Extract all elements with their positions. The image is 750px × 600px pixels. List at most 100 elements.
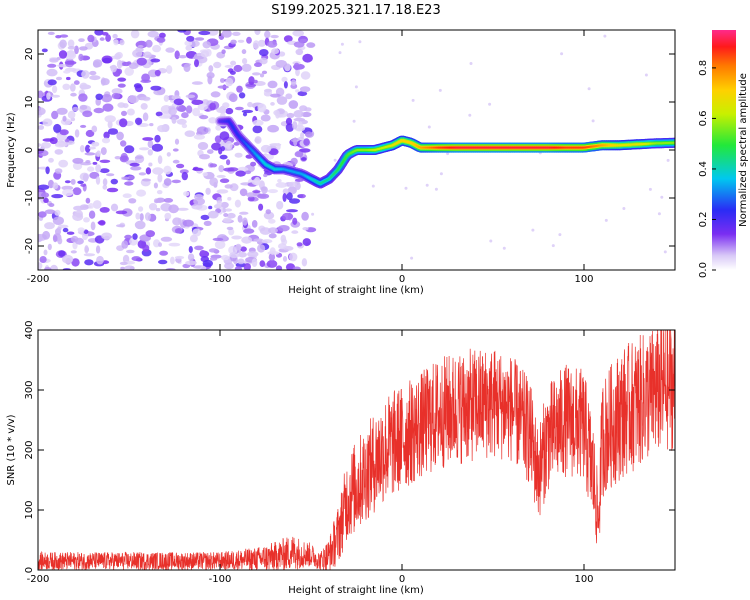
spectrogram-noise-cell [257,103,267,113]
spectrogram-noise-cell [663,250,667,254]
spectrogram-noise-cell [50,264,58,270]
spectrogram-noise-cell [264,88,272,93]
spectrogram-noise-cell [603,34,607,38]
spectrogram-noise-cell [128,198,137,204]
spectrogram-noise-cell [263,173,268,178]
spectrogram-noise-cell [119,118,128,128]
spectrogram-noise-cell [285,93,293,100]
spectrogram-noise-cell [79,46,88,51]
spectrogram-noise-cell [254,62,262,67]
spectrogram-noise-cell [101,137,111,144]
spectrogram-noise-cell [102,178,108,186]
spectrogram-noise-cell [214,240,226,250]
spectrogram-noise-cell [89,70,97,76]
spectrogram-noise-cell [87,166,95,172]
spectrogram-noise-cell [74,129,80,138]
spectrogram-noise-cell [99,168,110,174]
spectrogram-noise-cell [96,255,104,265]
spectrogram-noise-cell [106,187,119,193]
colorbar-tick-label: 0.6 [698,110,709,126]
spectrogram-noise-cell [56,107,68,115]
spectrogram-noise-cell [155,207,161,212]
spectrogram-noise-cell [91,141,100,147]
y-tick-label: 10 [24,96,35,109]
spectrogram-noise-cell [226,159,231,166]
spectrogram-noise-cell [223,167,235,172]
spectrogram-noise-cell [124,265,135,270]
spectrogram-noise-cell [121,240,129,249]
y-tick-label: 300 [24,380,35,399]
spectrogram-noise-cell [183,63,191,72]
spectrogram-noise-cell [137,45,144,48]
spectrogram-noise-cell [102,184,108,190]
spectrogram-noise-cell [145,167,152,175]
spectrogram-noise-cell [58,159,69,168]
spectrogram-noise-cell [177,105,187,112]
spectrogram-noise-cell [163,178,172,186]
spectrogram-noise-cell [302,227,309,231]
spectrogram-noise-cell [119,155,129,163]
spectrogram-noise-cell [141,73,151,82]
spectrogram-noise-cell [117,102,126,108]
spectrogram-noise-cell [252,125,263,134]
spectrogram-noise-cell [73,205,84,211]
spectrogram-noise-cell [178,55,187,59]
spectrogram-noise-cell [293,62,300,71]
snr-x-axis: -200 -100 0 100 [27,330,594,585]
spectrogram-noise-cell [604,218,608,222]
spectrogram-noise-cell [259,73,265,78]
spectrogram-noise-cell [159,32,166,39]
spectrogram-noise-cell [88,146,96,150]
spectrogram-noise-cell [42,230,51,240]
spectrogram-noise-cell [270,93,281,98]
spectrogram-noise-cell [289,252,298,262]
spectrogram-noise-cell [240,246,247,252]
spectrogram-noise-cell [94,30,104,36]
spectrogram-noise-cell [292,121,298,130]
spectrogram-noise-cell [62,83,71,91]
spectrogram-noise-cell [72,161,83,170]
spectrogram-noise-cell [210,91,221,98]
spectrogram-noise-cell [199,154,210,160]
spectrogram-noise-cell [116,59,123,69]
spectrogram-noise-cell [236,85,243,93]
spectrogram-noise-cell [200,50,210,58]
spectrogram-noise-cell [411,98,415,102]
colorbar-tick-label: 0.2 [698,212,709,228]
spectrogram-noise-cell [181,112,189,119]
spectrogram-noise-cell [185,45,193,51]
spectrogram-noise-cell [131,256,142,262]
spectrogram-noise-cell [59,39,67,49]
spectrogram-noise-cell [168,242,181,247]
colorbar: 0.0 0.2 0.4 0.6 0.8 Normalized spectral ampl… [698,30,749,278]
spectrogram-noise-cell [278,51,286,57]
spectrogram-noise-cell [192,228,202,237]
spectrogram-noise-cell [266,259,278,268]
spectrogram-noise-cell [67,110,76,119]
spectrogram-noise-cell [144,212,151,221]
spectrogram-noise-cell [110,178,119,185]
spectrogram-noise-cell [439,172,443,176]
spectrogram-noise-cell [194,37,205,41]
spectrogram-noise-cell [268,218,276,224]
spectrogram-noise-cell [163,198,174,203]
spectrogram-noise-cell [52,182,59,190]
spectrogram-noise-cell [142,137,154,141]
spectrogram-noise-cell [157,155,163,165]
spectrogram-noise-cell [87,34,95,43]
spectrogram-noise-cell [88,210,96,219]
x-tick-label: -100 [209,574,232,585]
spectrogram-noise-cell [225,107,234,115]
spectrogram-noise-cell [259,227,271,235]
spectrogram-noise-cell [58,50,68,59]
spectrogram-noise-cell [124,67,134,76]
spectrogram-noise-cell [64,138,70,143]
snr-panel: -200 -100 0 100 0 100 200 300 400 Height of str… [6,320,676,596]
spectrogram-noise-cell [115,210,128,215]
spectrogram-noise-cell [229,252,240,259]
spectrogram-noise-cell [260,114,271,122]
spectrogram-noise-cell [66,76,71,81]
spectrogram-noise-cell [184,40,193,46]
spectrogram-noise-cell [85,144,91,153]
spectrogram-noise-cell [127,95,139,104]
